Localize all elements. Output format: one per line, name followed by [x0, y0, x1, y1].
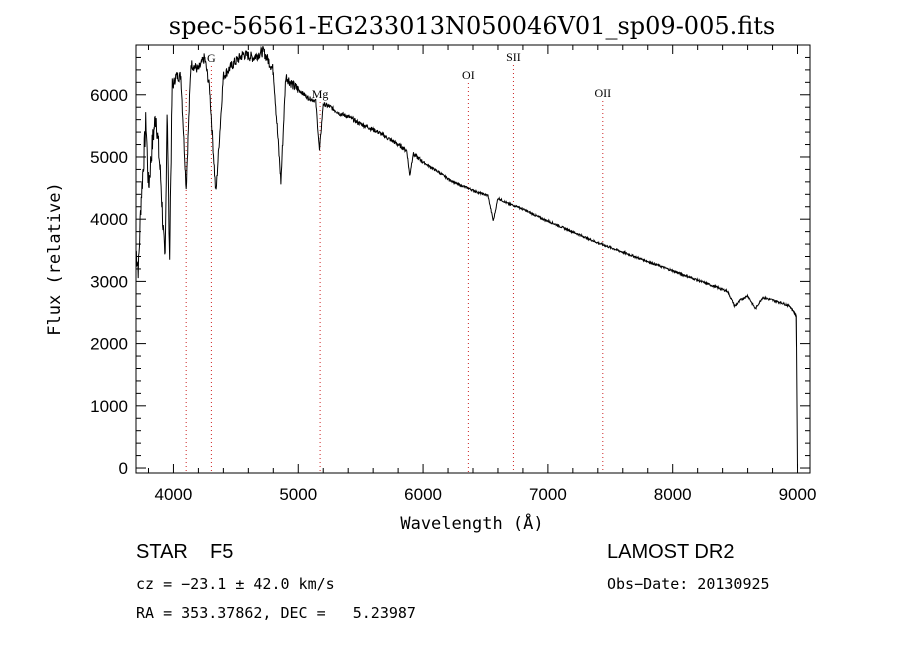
- y-tick-label: 2000: [90, 335, 128, 354]
- x-tick-label: 7000: [529, 485, 567, 504]
- x-tick-label: 5000: [279, 485, 317, 504]
- line-marker-label: G: [207, 51, 216, 65]
- line-marker-label: OI: [462, 68, 475, 82]
- x-tick-label: 9000: [779, 485, 817, 504]
- y-tick-label: 1000: [90, 397, 128, 416]
- y-axis: 0 1000 2000 3000 4000 5000 6000: [90, 56, 810, 478]
- object-subclass: F5: [210, 541, 234, 563]
- spectrum-chart: spec-56561-EG233013N050046V01_sp09-005.f…: [45, 12, 817, 534]
- spectrum-series: [135, 45, 798, 469]
- coordinates: RA = 353.37862, DEC = 5.23987: [136, 604, 416, 622]
- survey-name: LAMOST DR2: [607, 541, 735, 563]
- x-tick-label: 6000: [404, 485, 442, 504]
- x-tick-label: 4000: [155, 485, 193, 504]
- y-tick-label: 4000: [90, 210, 128, 229]
- chart-title: spec-56561-EG233013N050046V01_sp09-005.f…: [169, 12, 775, 40]
- y-tick-label: 0: [119, 459, 128, 478]
- spectral-line-markers: G Mg OI SII OII: [185, 50, 611, 473]
- observation-date: Obs−Date: 20130925: [607, 575, 770, 593]
- redshift-velocity: cz = −23.1 ± 42.0 km/s: [136, 575, 335, 593]
- line-marker-label: SII: [506, 50, 521, 64]
- y-tick-label: 3000: [90, 272, 128, 291]
- line-marker-label: Mg: [312, 87, 329, 101]
- object-class: STAR: [136, 541, 188, 563]
- y-tick-label: 5000: [90, 148, 128, 167]
- y-axis-label: Flux (relative): [45, 182, 65, 336]
- y-tick-label: 6000: [90, 86, 128, 105]
- x-axis-label: Wavelength (Å): [400, 512, 543, 534]
- x-axis: 4000 5000 6000 7000 8000 9000: [147, 45, 817, 504]
- line-marker-label: OII: [594, 86, 611, 100]
- x-tick-label: 8000: [654, 485, 692, 504]
- spectrum-line: [135, 45, 798, 469]
- plot-frame: [135, 44, 811, 474]
